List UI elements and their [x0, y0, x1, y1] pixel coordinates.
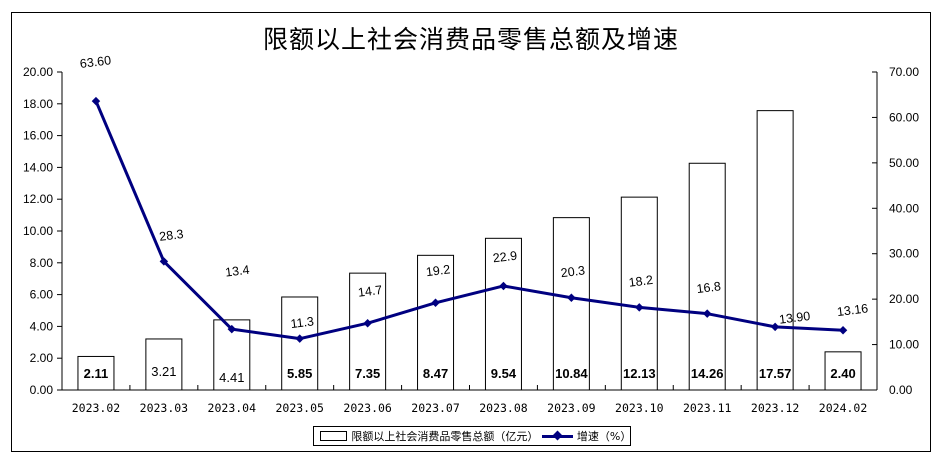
x-tick-label: 2024.02: [819, 401, 867, 415]
y-left-tick-label: 14.00: [23, 160, 53, 174]
x-tick-label: 2023.05: [275, 401, 323, 415]
growth-marker: [838, 325, 848, 335]
y-left-tick-label: 18.00: [23, 97, 53, 111]
chart-title: 限额以上社会消费品零售总额及增速: [262, 25, 679, 54]
bar-data-label: 5.85: [287, 366, 312, 381]
x-tick-label: 2023.12: [751, 401, 799, 415]
bar-data-label: 10.84: [555, 366, 588, 381]
growth-line: [94, 100, 844, 341]
x-tick-label: 2023.09: [547, 401, 596, 415]
bar-data-label: 3.21: [151, 364, 176, 379]
bar: [417, 254, 455, 391]
y-right-tick-label: 60.00: [889, 110, 919, 124]
growth-marker: [770, 322, 780, 332]
bar-data-label: 12.13: [623, 366, 656, 381]
growth-marker: [635, 303, 644, 312]
y-right-tick-label: 70.00: [889, 65, 919, 79]
growth-marker: [159, 257, 169, 266]
bar: [145, 338, 183, 391]
line-data-label: 19.2: [425, 262, 451, 279]
y-left-tick-label: 4.00: [30, 319, 54, 333]
growth-marker: [567, 293, 576, 303]
y-right-tick-label: 50.00: [889, 156, 919, 170]
line-data-label: 13.90: [778, 309, 811, 327]
y-right-tick-label: 0.00: [889, 383, 913, 397]
line-data-label: 14.7: [357, 283, 383, 300]
bar-data-label: 8.47: [423, 366, 448, 381]
y-left-tick-label: 20.00: [23, 65, 53, 79]
x-tick-label: 2023.02: [72, 401, 120, 415]
bar: [349, 272, 387, 391]
legend-line-swatch: [541, 430, 574, 442]
bar: [620, 196, 658, 391]
line-data-label: 28.3: [158, 227, 184, 244]
growth-marker: [702, 309, 712, 318]
y-left-tick-label: 16.00: [23, 129, 53, 143]
growth-marker: [227, 324, 237, 334]
growth-marker: [363, 318, 372, 328]
x-tick-label: 2023.11: [683, 401, 732, 415]
growth-marker: [295, 334, 304, 343]
y-left-tick-label: 6.00: [30, 288, 54, 302]
bar: [77, 355, 115, 391]
x-tick-label: 2023.06: [343, 401, 392, 415]
bar: [756, 110, 794, 391]
line-data-label: 16.8: [696, 279, 722, 296]
bar-data-label: 2.40: [830, 366, 855, 381]
line-data-label: 20.3: [560, 263, 586, 280]
bar-data-label: 2.11: [84, 366, 109, 381]
bar: [281, 296, 319, 391]
y-right-tick-label: 10.00: [889, 338, 919, 352]
bar: [484, 237, 522, 391]
line-data-label: 11.3: [290, 314, 315, 331]
legend-bar-swatch: [320, 431, 348, 441]
line-data-label: 18.2: [628, 273, 654, 290]
y-left-tick-label: 8.00: [30, 256, 54, 270]
x-tick-label: 2023.03: [140, 401, 189, 415]
bar: [824, 351, 862, 391]
x-tick-label: 2023.07: [411, 401, 460, 415]
line-data-label: 22.9: [492, 249, 518, 266]
growth-marker: [499, 281, 508, 291]
x-tick-label: 2023.10: [615, 401, 664, 415]
line-data-label: 63.60: [79, 53, 112, 71]
x-tick-label: 2023.04: [208, 401, 257, 415]
y-left-tick-label: 10.00: [23, 224, 53, 238]
bar-data-label: 14.26: [691, 366, 724, 381]
bar-data-label: 4.41: [219, 370, 244, 385]
growth-marker: [91, 96, 101, 106]
legend: 限额以上社会消费品零售总额（亿元） 增速（%）: [313, 426, 631, 446]
bar-data-label: 7.35: [355, 366, 380, 381]
legend-bar-label: 限额以上社会消费品零售总额（亿元）: [351, 430, 539, 443]
x-tick-label: 2023.08: [479, 401, 528, 415]
legend-line-label: 增速（%）: [576, 430, 632, 443]
y-right-tick-label: 20.00: [889, 292, 919, 306]
growth-marker: [431, 298, 440, 308]
line-data-label: 13.4: [224, 263, 250, 280]
bar: [552, 217, 590, 391]
line-data-label: 13.16: [836, 301, 869, 319]
y-right-tick-label: 30.00: [889, 247, 919, 261]
bar-data-label: 9.54: [491, 366, 517, 381]
y-left-tick-label: 12.00: [23, 192, 53, 206]
chart-frame: [11, 12, 931, 452]
bar: [688, 162, 726, 391]
y-right-tick-label: 40.00: [889, 201, 919, 215]
y-left-tick-label: 0.00: [30, 383, 54, 397]
y-left-tick-label: 2.00: [30, 351, 54, 365]
bar-data-label: 17.57: [759, 366, 792, 381]
